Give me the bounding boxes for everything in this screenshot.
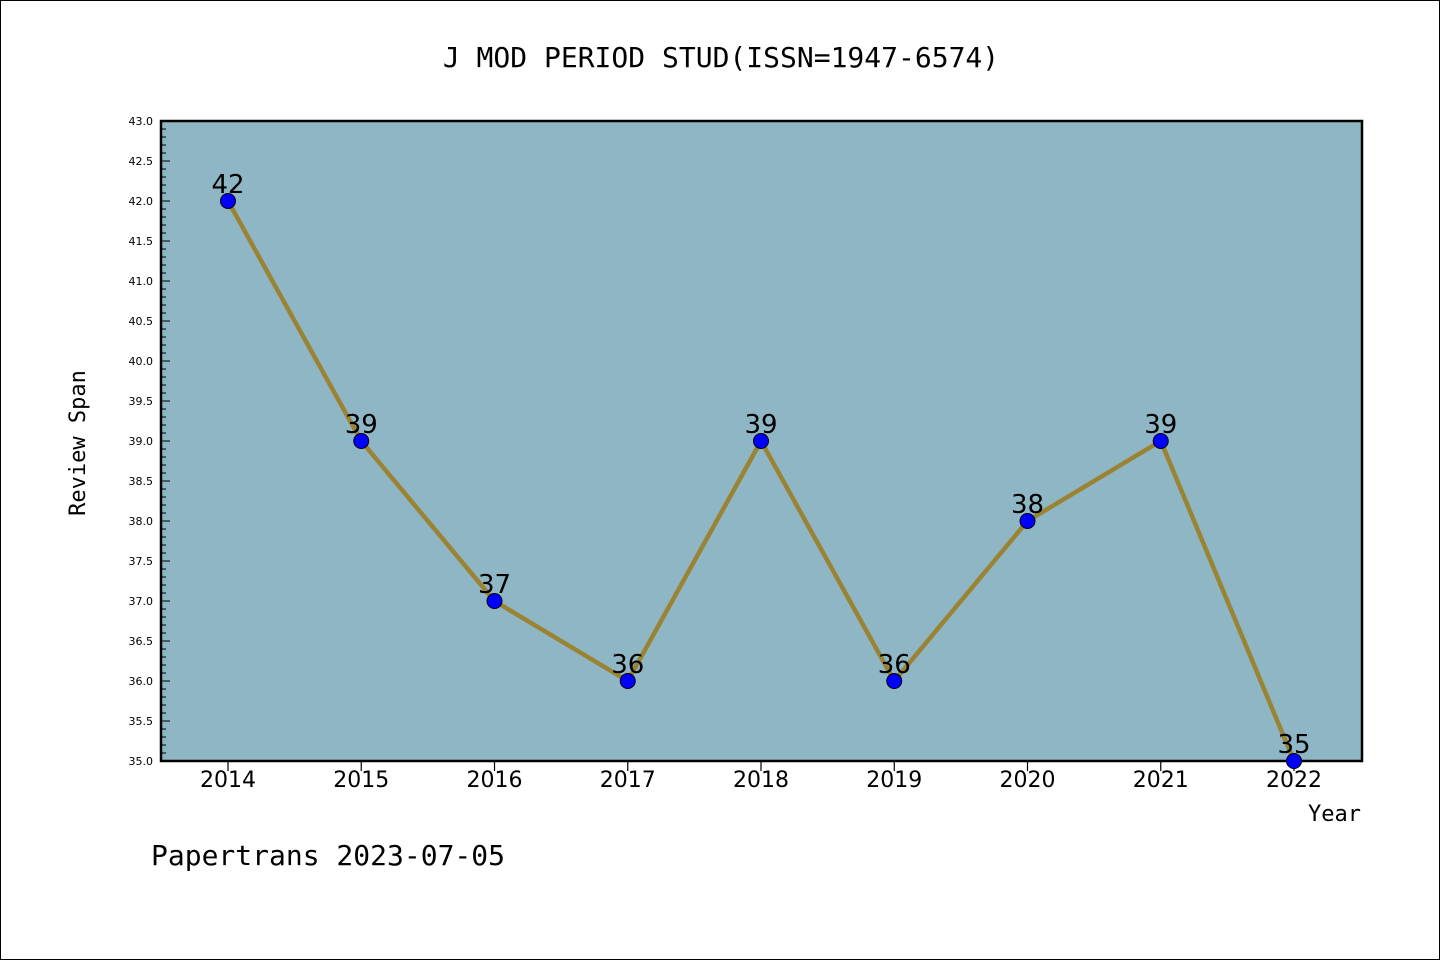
y-tick-label: 38.5 xyxy=(129,475,154,488)
y-tick-label: 41.0 xyxy=(129,275,154,288)
x-tick-label: 2017 xyxy=(600,768,656,793)
data-point xyxy=(220,193,236,209)
x-tick-label: 2022 xyxy=(1266,768,1322,793)
data-label: 39 xyxy=(1144,410,1177,440)
y-tick-label: 38.0 xyxy=(129,515,154,528)
y-axis: 35.0 35.5 36.0 36.5 37.0 37.5 38.0 38.5 39.0 39.5… xyxy=(129,115,170,768)
y-tick-label: 37.0 xyxy=(129,595,154,608)
y-tick-label: 42.5 xyxy=(129,155,154,168)
data-label: 36 xyxy=(611,650,644,680)
footer-text: Papertrans 2023-07-05 xyxy=(151,839,505,872)
y-tick-label: 40.0 xyxy=(129,355,154,368)
y-tick-label: 41.5 xyxy=(129,235,154,248)
x-tick-label: 2020 xyxy=(1000,768,1056,793)
data-point xyxy=(753,433,769,449)
data-point xyxy=(353,433,370,449)
x-tick-label: 2019 xyxy=(866,768,922,793)
y-tick-label: 39.0 xyxy=(129,435,154,448)
series-group: 42 39 37 36 39 36 38 39 35 xyxy=(211,170,1311,769)
data-point xyxy=(886,673,903,689)
x-tick-label: 2014 xyxy=(200,768,256,793)
y-tick-label: 36.5 xyxy=(129,635,154,648)
data-point xyxy=(1019,513,1036,529)
data-point xyxy=(619,673,636,689)
x-tick-label: 2018 xyxy=(733,768,789,793)
data-label: 39 xyxy=(345,410,378,440)
y-tick-label: 37.5 xyxy=(129,555,154,568)
data-label: 38 xyxy=(1011,490,1044,520)
x-tick-label: 2021 xyxy=(1133,768,1189,793)
y-tick-label: 36.0 xyxy=(129,675,154,688)
x-axis: 2014 2015 2016 2017 2018 2019 2020 2021 2022 xyxy=(200,761,1322,793)
data-label: 42 xyxy=(211,170,244,200)
y-tick-label: 39.5 xyxy=(129,395,154,408)
data-label: 35 xyxy=(1277,730,1310,760)
y-axis-label: Review Span xyxy=(66,370,91,516)
y-tick-label: 40.5 xyxy=(129,315,154,328)
x-tick-label: 2015 xyxy=(333,768,389,793)
x-tick-label: 2016 xyxy=(467,768,523,793)
y-tick-label: 43.0 xyxy=(129,115,154,128)
data-label: 37 xyxy=(478,570,511,600)
data-label: 39 xyxy=(744,410,777,440)
data-point xyxy=(486,593,503,609)
data-point xyxy=(1286,753,1302,769)
x-axis-label: Year xyxy=(1308,802,1361,827)
data-label: 36 xyxy=(878,650,911,680)
data-point xyxy=(1152,433,1169,449)
y-tick-label: 42.0 xyxy=(129,195,154,208)
y-tick-label: 35.5 xyxy=(129,715,154,728)
chart-title: J MOD PERIOD STUD(ISSN=1947-6574) xyxy=(443,41,999,74)
y-tick-label: 35.0 xyxy=(129,755,154,768)
